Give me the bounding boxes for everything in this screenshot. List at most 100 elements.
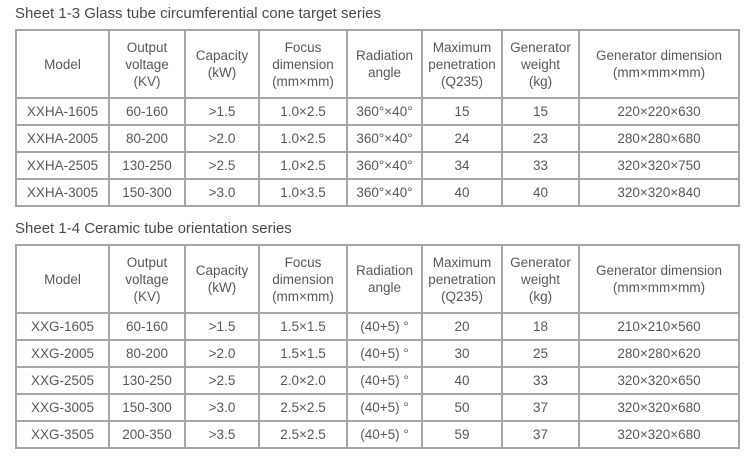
cell-output-voltage: 200-350 (108, 420, 186, 449)
column-header-generator-dimension: Generator dimension (mm×mm×mm) (578, 244, 740, 314)
cell-max-penetration: 40 (421, 178, 503, 207)
column-header-focus-dimension: Focus dimension (mm×mm) (258, 29, 348, 99)
column-header-output-voltage: Output voltage (KV) (108, 29, 186, 99)
cell-max-penetration: 50 (421, 393, 503, 422)
cell-focus-dimension: 1.0×2.5 (258, 151, 348, 180)
cell-generator-dimension: 220×220×630 (578, 97, 740, 126)
cell-output-voltage: 60-160 (108, 97, 186, 126)
cell-max-penetration: 34 (421, 151, 503, 180)
cell-radiation-angle: (40+5) ° (346, 312, 423, 341)
cell-max-penetration: 59 (421, 420, 503, 449)
cell-capacity: >3.0 (184, 393, 260, 422)
table-row: XXG-2505 130-250 >2.5 2.0×2.0 (40+5) ° 40 33 32… (15, 366, 740, 395)
cell-model: XXHA-2505 (15, 151, 110, 180)
header-row: Model Output voltage (KV) Capacity (kW) Foc… (15, 29, 740, 99)
cell-radiation-angle: 360°×40° (346, 151, 423, 180)
cell-radiation-angle: (40+5) ° (346, 366, 423, 395)
column-header-model: Model (15, 29, 110, 99)
cell-capacity: >3.5 (184, 420, 260, 449)
table-row: XXHA-2005 80-200 >2.0 1.0×2.5 360°×40° 24 23 28… (15, 124, 740, 153)
cell-generator-weight: 33 (501, 151, 580, 180)
cell-focus-dimension: 1.5×1.5 (258, 312, 348, 341)
column-header-generator-weight: Generator weight (kg) (501, 29, 580, 99)
table-row: XXHA-3005 150-300 >3.0 1.0×3.5 360°×40° 40 40 3… (15, 178, 740, 207)
cell-focus-dimension: 1.5×1.5 (258, 339, 348, 368)
cell-radiation-angle: (40+5) ° (346, 420, 423, 449)
cell-generator-weight: 37 (501, 420, 580, 449)
cell-focus-dimension: 1.0×2.5 (258, 124, 348, 153)
table-row: XXHA-1605 60-160 >1.5 1.0×2.5 360°×40° 15 15 22… (15, 97, 740, 126)
cell-radiation-angle: (40+5) ° (346, 339, 423, 368)
sheet-1-4-title: Sheet 1-4 Ceramic tube orientation serie… (15, 220, 292, 237)
cell-capacity: >3.0 (184, 178, 260, 207)
cell-generator-dimension: 280×280×620 (578, 339, 740, 368)
cell-max-penetration: 20 (421, 312, 503, 341)
cell-generator-dimension: 320×320×680 (578, 393, 740, 422)
glass-tube-sheet-section: Sheet 1-3 Glass tube circumferential con… (0, 5, 750, 207)
cell-model: XXG-2005 (15, 339, 110, 368)
cell-focus-dimension: 1.0×2.5 (258, 97, 348, 126)
column-header-max-penetration: Maximum penetration (Q235) (421, 244, 503, 314)
cell-generator-weight: 18 (501, 312, 580, 341)
cell-generator-dimension: 280×280×680 (578, 124, 740, 153)
column-header-output-voltage: Output voltage (KV) (108, 244, 186, 314)
cell-output-voltage: 150-300 (108, 178, 186, 207)
cell-model: XXHA-1605 (15, 97, 110, 126)
cell-radiation-angle: 360°×40° (346, 178, 423, 207)
table-row: XXHA-2505 130-250 >2.5 1.0×2.5 360°×40° 34 33 3… (15, 151, 740, 180)
cell-max-penetration: 24 (421, 124, 503, 153)
cell-output-voltage: 80-200 (108, 124, 186, 153)
cell-capacity: >2.0 (184, 339, 260, 368)
cell-focus-dimension: 1.0×3.5 (258, 178, 348, 207)
cell-max-penetration: 40 (421, 366, 503, 395)
table-row: XXG-1605 60-160 >1.5 1.5×1.5 (40+5) ° 20 18 210… (15, 312, 740, 341)
cell-generator-weight: 33 (501, 366, 580, 395)
cell-generator-weight: 23 (501, 124, 580, 153)
cell-output-voltage: 150-300 (108, 393, 186, 422)
table-row: XXG-2005 80-200 >2.0 1.5×1.5 (40+5) ° 30 25 280… (15, 339, 740, 368)
column-header-generator-dimension: Generator dimension (mm×mm×mm) (578, 29, 740, 99)
cell-radiation-angle: 360°×40° (346, 124, 423, 153)
cell-model: XXHA-2005 (15, 124, 110, 153)
cell-output-voltage: 60-160 (108, 312, 186, 341)
table-row: XXG-3505 200-350 >3.5 2.5×2.5 (40+5) ° 59 37 32… (15, 420, 740, 449)
cell-radiation-angle: (40+5) ° (346, 393, 423, 422)
cell-output-voltage: 80-200 (108, 339, 186, 368)
column-header-radiation-angle: Radiation angle (346, 29, 423, 99)
cell-model: XXG-1605 (15, 312, 110, 341)
cell-focus-dimension: 2.0×2.0 (258, 366, 348, 395)
cell-model: XXG-2505 (15, 366, 110, 395)
cell-generator-dimension: 320×320×840 (578, 178, 740, 207)
column-header-capacity: Capacity (kW) (184, 244, 260, 314)
cell-capacity: >2.5 (184, 366, 260, 395)
cell-generator-weight: 15 (501, 97, 580, 126)
cell-generator-dimension: 320×320×680 (578, 420, 740, 449)
cell-focus-dimension: 2.5×2.5 (258, 420, 348, 449)
cell-radiation-angle: 360°×40° (346, 97, 423, 126)
cell-capacity: >1.5 (184, 97, 260, 126)
column-header-model: Model (15, 244, 110, 314)
cell-focus-dimension: 2.5×2.5 (258, 393, 348, 422)
cell-generator-weight: 25 (501, 339, 580, 368)
cell-capacity: >1.5 (184, 312, 260, 341)
cell-max-penetration: 30 (421, 339, 503, 368)
header-row: Model Output voltage (KV) Capacity (kW) Foc… (15, 244, 740, 314)
column-header-generator-weight: Generator weight (kg) (501, 244, 580, 314)
cell-capacity: >2.5 (184, 151, 260, 180)
cell-generator-dimension: 210×210×560 (578, 312, 740, 341)
table-row: XXG-3005 150-300 >3.0 2.5×2.5 (40+5) ° 50 37 32… (15, 393, 740, 422)
cell-generator-weight: 37 (501, 393, 580, 422)
cell-output-voltage: 130-250 (108, 151, 186, 180)
cell-capacity: >2.0 (184, 124, 260, 153)
column-header-focus-dimension: Focus dimension (mm×mm) (258, 244, 348, 314)
glass-tube-spec-table: Model Output voltage (KV) Capacity (kW) Foc… (15, 29, 740, 207)
cell-model: XXHA-3005 (15, 178, 110, 207)
column-header-radiation-angle: Radiation angle (346, 244, 423, 314)
cell-generator-dimension: 320×320×650 (578, 366, 740, 395)
column-header-max-penetration: Maximum penetration (Q235) (421, 29, 503, 99)
cell-model: XXG-3005 (15, 393, 110, 422)
cell-output-voltage: 130-250 (108, 366, 186, 395)
column-header-capacity: Capacity (kW) (184, 29, 260, 99)
cell-max-penetration: 15 (421, 97, 503, 126)
cell-model: XXG-3505 (15, 420, 110, 449)
